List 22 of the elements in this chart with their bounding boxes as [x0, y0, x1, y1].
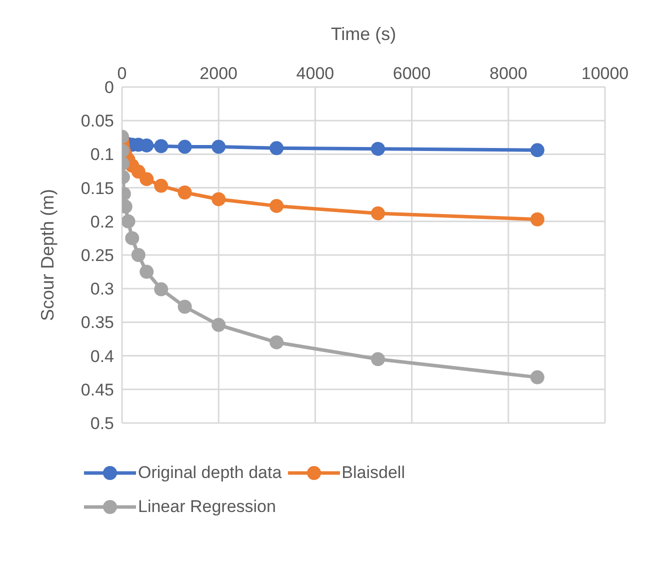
x-tick-label: 2000 [200, 64, 238, 83]
y-tick-label: 0.1 [90, 145, 114, 164]
y-tick-label: 0.5 [90, 414, 114, 434]
y-tick-label: 0.25 [80, 246, 114, 266]
y-tick-label: 0 [104, 78, 114, 98]
y-tick-label: 0.3 [90, 280, 114, 299]
legend-label: Original depth data [138, 463, 282, 483]
y-tick-label: 0.35 [80, 313, 114, 332]
y-tick-label: 0.4 [90, 346, 114, 366]
legend-label: Linear Regression [138, 497, 276, 517]
y-tick-label: 0.2 [90, 212, 114, 232]
y-tick-label: 0.05 [80, 112, 114, 131]
x-tick-label: 0 [117, 64, 127, 83]
x-axis-title: Time (s) [330, 24, 396, 44]
y-tick-label: 0.15 [80, 178, 114, 198]
x-tick-label: 6000 [392, 64, 431, 83]
y-tick-label: 0.45 [80, 380, 114, 400]
legend-label: Blaisdell [342, 463, 405, 483]
x-tick-label: 10000 [581, 64, 629, 83]
x-tick-label: 4000 [296, 64, 334, 83]
y-axis-title: Scour Depth (m) [37, 188, 58, 322]
x-tick-label: 8000 [489, 64, 528, 83]
